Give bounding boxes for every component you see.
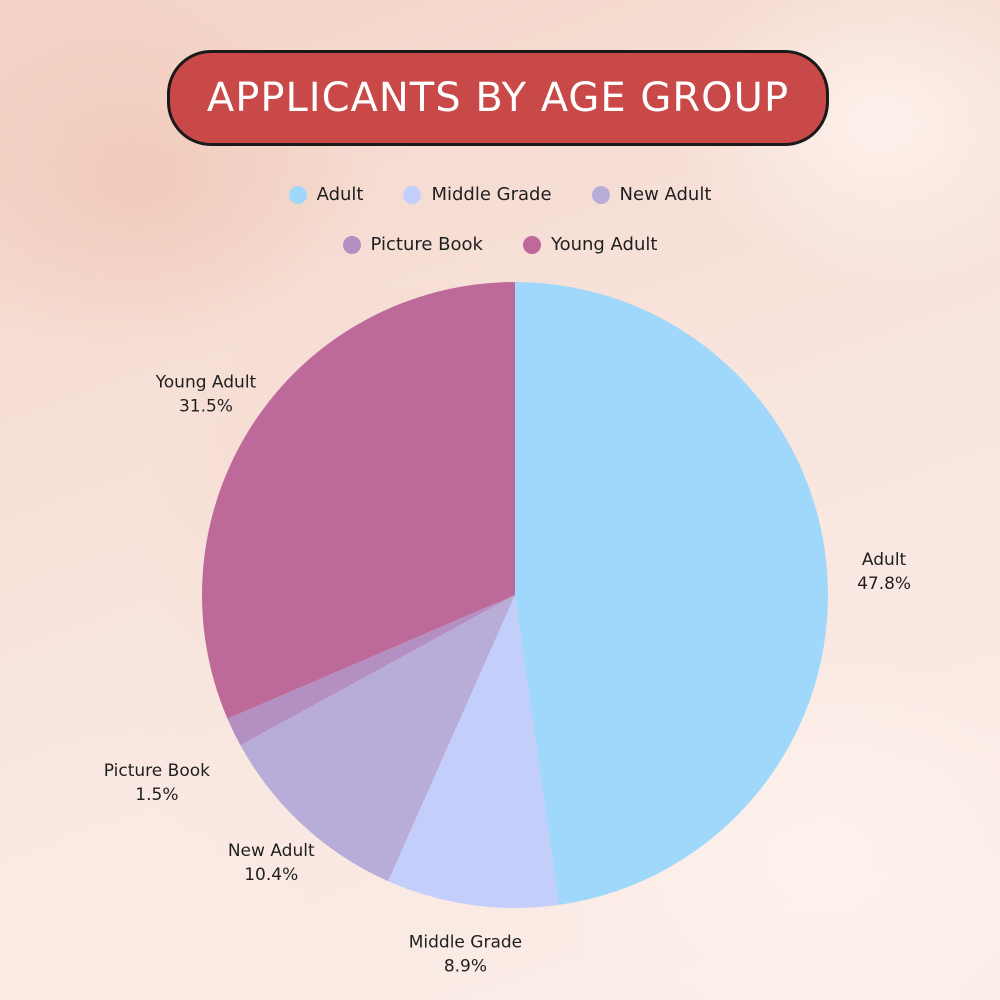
slice-label-adult: Adult (862, 550, 907, 570)
legend-swatch-new-adult (591, 185, 610, 204)
legend-swatch-adult (288, 185, 307, 204)
pie-slice-new-adult (240, 595, 516, 882)
slice-label-young-adult: Young Adult (155, 373, 257, 393)
chart-title: APPLICANTS BY AGE GROUP (206, 75, 790, 121)
legend-label-middle-grade: Middle Grade (431, 184, 552, 205)
slice-label-new-adult: New Adult (228, 841, 315, 861)
slice-value-adult: 47.8% (857, 574, 911, 594)
slice-value-picture-book: 1.5% (135, 785, 178, 805)
legend-swatch-picture-book (342, 235, 361, 254)
legend-swatch-middle-grade (403, 185, 422, 204)
slice-value-young-adult: 31.5% (179, 397, 233, 417)
pie-slice-adult (515, 282, 828, 905)
legend-label-adult: Adult (316, 184, 364, 205)
legend-item-picture-book: Picture Book (342, 234, 483, 255)
legend-row-2: Picture Book Young Adult (0, 234, 1000, 255)
pie-slice-picture-book (227, 595, 516, 746)
pie-slice-young-adult (201, 282, 515, 719)
legend-item-adult: Adult (288, 184, 364, 205)
slice-label-picture-book: Picture Book (104, 761, 210, 781)
legend-item-young-adult: Young Adult (522, 234, 658, 255)
legend-label-new-adult: New Adult (619, 184, 712, 205)
legend-label-young-adult: Young Adult (550, 234, 658, 255)
legend-item-new-adult: New Adult (591, 184, 712, 205)
slice-label-middle-grade: Middle Grade (409, 933, 522, 953)
chart-title-banner: APPLICANTS BY AGE GROUP (167, 50, 829, 146)
pie-slice-middle-grade (388, 595, 560, 908)
slice-value-new-adult: 10.4% (244, 865, 298, 885)
legend-label-picture-book: Picture Book (370, 234, 483, 255)
legend-item-middle-grade: Middle Grade (403, 184, 552, 205)
legend-swatch-young-adult (522, 235, 541, 254)
legend-row-1: Adult Middle Grade New Adult (0, 184, 1000, 205)
slice-value-middle-grade: 8.9% (444, 957, 487, 977)
